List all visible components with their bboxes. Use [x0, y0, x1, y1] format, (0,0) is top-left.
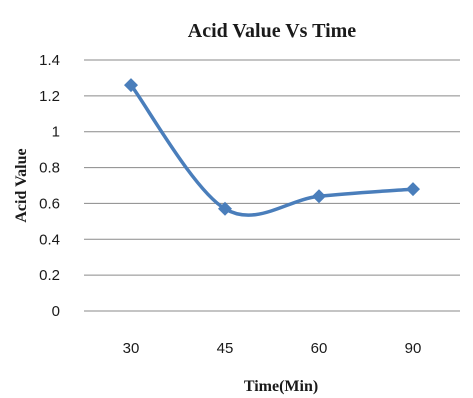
- data-point-marker: [312, 189, 326, 204]
- x-tick-label: 45: [217, 340, 234, 357]
- y-axis-label: Acid Value: [13, 148, 30, 222]
- y-axis-ticks: 0 0.2 0.4 0.6 0.8 1 1.2 1.4: [39, 52, 60, 320]
- data-point-marker: [218, 201, 232, 216]
- y-tick-label: 1.4: [39, 52, 60, 69]
- x-tick-label: 90: [405, 340, 422, 357]
- y-tick-label: 1.2: [39, 88, 60, 105]
- y-tick-label: 0.2: [39, 267, 60, 284]
- gridlines: [84, 59, 460, 276]
- chart-title: Acid Value Vs Time: [188, 20, 357, 42]
- data-point-marker: [406, 182, 420, 197]
- y-tick-label: 0.4: [39, 231, 60, 248]
- data-point-marker: [124, 78, 138, 93]
- x-axis-label: Time(Min): [244, 378, 318, 395]
- y-tick-label: 0: [52, 303, 60, 320]
- x-tick-label: 60: [311, 340, 328, 357]
- x-axis-ticks: 30 45 60 90: [123, 340, 422, 357]
- data-markers: [124, 78, 420, 216]
- x-tick-label: 30: [123, 340, 140, 357]
- y-tick-label: 0.8: [39, 160, 60, 177]
- y-tick-label: 1: [52, 124, 60, 141]
- series-line: [129, 83, 415, 217]
- y-tick-label: 0.6: [39, 195, 60, 212]
